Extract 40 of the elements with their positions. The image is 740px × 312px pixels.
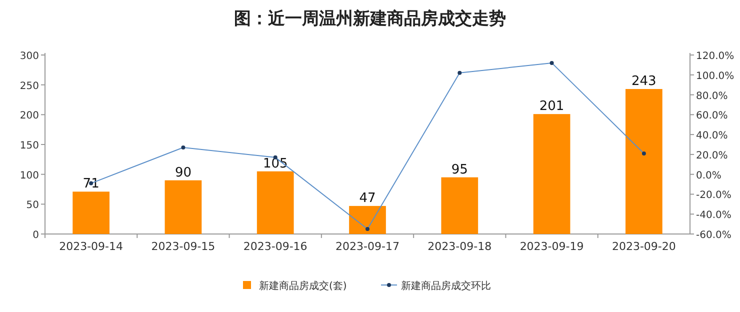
y2-tick-label: 120.0% [696,51,734,62]
data-label: 47 [359,190,376,206]
legend-label: 新建商品房成交环比 [401,280,491,292]
x-tick-label: 2023-09-15 [151,240,216,253]
y2-tick-label: 100.0% [696,70,734,82]
x-tick-label: 2023-09-14 [59,240,124,253]
y2-tick-label: -40.0% [696,210,732,222]
y2-tick-label: 0.0% [696,170,722,182]
bar [626,89,662,234]
x-tick-label: 2023-09-19 [520,240,584,253]
y-tick-label: 250 [20,80,39,92]
y2-tick-label: 80.0% [696,90,728,102]
y2-tick-label: 20.0% [696,150,728,162]
x-tick-label: 2023-09-16 [243,240,308,253]
y-tick-label: 0 [32,230,39,241]
chart-title: 图：近一周温州新建商品房成交走势 [234,9,506,29]
data-label: 71 [82,176,100,192]
bar [164,180,202,234]
x-tick-label: 2023-09-17 [336,240,400,253]
y2-tick-label: 40.0% [696,130,728,142]
y-tick-label: 50 [26,200,39,212]
bar [533,114,570,234]
legend-label: 新建商品房成交(套) [259,280,347,292]
data-label: 201 [539,99,564,114]
y2-tick-label: 60.0% [696,110,728,122]
y-tick-label: 300 [20,51,39,62]
y-tick-label: 100 [20,170,39,182]
bar [256,171,294,234]
x-tick-label: 2023-09-20 [612,240,676,253]
bar [72,192,110,234]
bar [441,177,478,234]
y2-tick-label: -60.0% [696,230,732,241]
x-tick-label: 2023-09-18 [428,240,492,253]
data-label: 95 [451,162,468,178]
data-label: 243 [632,74,656,90]
data-label: 90 [174,165,192,180]
y2-tick-label: -20.0% [696,190,732,202]
y-tick-label: 200 [20,110,39,122]
bar [349,206,386,234]
y-tick-label: 150 [20,140,39,152]
